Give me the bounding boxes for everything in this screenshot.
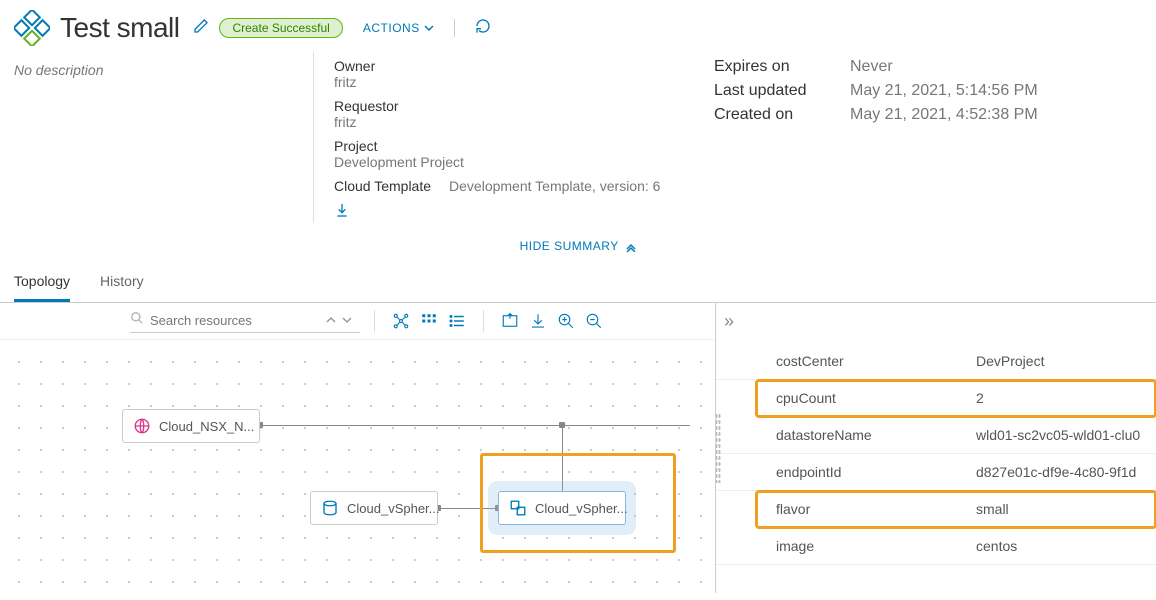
node-label: Cloud_vSpher... — [347, 501, 440, 516]
node-nsx-network[interactable]: Cloud_NSX_N... — [122, 409, 260, 443]
created-label: Created on — [714, 106, 834, 124]
view-graph-icon[interactable] — [389, 309, 413, 333]
property-value: d827e01c-df9e-4c80-9f1d — [976, 464, 1156, 480]
vm-icon — [509, 498, 527, 518]
property-row: costCenter DevProject — [716, 343, 1156, 380]
zoom-in-icon[interactable] — [554, 309, 578, 333]
hide-summary-label: HIDE SUMMARY — [520, 239, 619, 253]
project-value: Development Project — [334, 154, 714, 170]
collapse-panel-icon[interactable]: » — [724, 311, 734, 332]
search-resources[interactable] — [130, 309, 360, 333]
connection-line — [562, 425, 563, 491]
property-row: flavor small — [756, 491, 1156, 528]
property-key: costCenter — [776, 353, 976, 369]
view-grid-icon[interactable] — [417, 309, 441, 333]
property-key: image — [776, 538, 976, 554]
property-value: small — [976, 501, 1156, 517]
property-value: centos — [976, 538, 1156, 554]
created-value: May 21, 2021, 4:52:38 PM — [850, 106, 1038, 124]
search-input[interactable] — [150, 313, 320, 328]
separator — [483, 310, 484, 332]
download-canvas-icon[interactable] — [526, 309, 550, 333]
fit-screen-icon[interactable] — [498, 309, 522, 333]
template-label: Cloud Template — [334, 178, 431, 194]
search-icon — [130, 311, 144, 330]
topology-canvas[interactable]: Cloud_NSX_N... Cloud_vSpher... Cloud_vSp… — [0, 343, 715, 593]
template-value: Development Template, version: 6 — [449, 178, 660, 194]
search-prev-icon[interactable] — [326, 314, 336, 328]
search-next-icon[interactable] — [342, 314, 352, 328]
zoom-out-icon[interactable] — [582, 309, 606, 333]
property-row: datastoreName wld01-sc2vc05-wld01-clu0 — [716, 417, 1156, 454]
owner-value: fritz — [334, 74, 714, 90]
disk-icon — [321, 498, 339, 518]
requestor-value: fritz — [334, 114, 714, 130]
property-key: datastoreName — [776, 427, 976, 443]
download-icon[interactable] — [334, 202, 350, 223]
node-vsphere-disk[interactable]: Cloud_vSpher... — [310, 491, 438, 525]
property-row: endpointId d827e01c-df9e-4c80-9f1d — [716, 454, 1156, 491]
property-value: DevProject — [976, 353, 1156, 369]
property-value: wld01-sc2vc05-wld01-clu0 — [976, 427, 1156, 443]
property-key: flavor — [776, 501, 976, 517]
refresh-icon[interactable] — [475, 18, 491, 39]
property-row: cpuCount 2 — [756, 380, 1156, 417]
separator — [374, 310, 375, 332]
project-label: Project — [334, 138, 714, 154]
property-key: cpuCount — [776, 390, 976, 406]
property-row: image centos — [716, 528, 1156, 565]
expires-value: Never — [850, 58, 893, 76]
tab-history[interactable]: History — [100, 263, 144, 302]
node-label: Cloud_NSX_N... — [159, 419, 254, 434]
properties-table: costCenter DevProject cpuCount 2 datasto… — [716, 343, 1156, 565]
tab-topology[interactable]: Topology — [14, 263, 70, 302]
node-label: Cloud_vSpher... — [535, 501, 628, 516]
property-key: endpointId — [776, 464, 976, 480]
hide-summary-toggle[interactable]: HIDE SUMMARY — [0, 229, 1156, 263]
node-vsphere-machine[interactable]: Cloud_vSpher... — [498, 491, 626, 525]
actions-label: ACTIONS — [363, 21, 420, 35]
page-title: Test small — [60, 12, 179, 44]
network-icon — [133, 416, 151, 436]
edit-icon[interactable] — [193, 18, 209, 39]
requestor-label: Requestor — [334, 98, 714, 114]
connection-line — [260, 425, 690, 426]
panel-drag-handle[interactable] — [716, 413, 721, 483]
separator — [454, 19, 455, 37]
property-value: 2 — [976, 390, 1156, 406]
product-logo-icon — [14, 10, 50, 46]
view-list-icon[interactable] — [445, 309, 469, 333]
status-badge: Create Successful — [219, 18, 342, 38]
updated-value: May 21, 2021, 5:14:56 PM — [850, 82, 1038, 100]
actions-dropdown[interactable]: ACTIONS — [363, 21, 434, 35]
connection-line — [438, 508, 498, 509]
description: No description — [14, 62, 313, 78]
expires-label: Expires on — [714, 58, 834, 76]
owner-label: Owner — [334, 58, 714, 74]
updated-label: Last updated — [714, 82, 834, 100]
